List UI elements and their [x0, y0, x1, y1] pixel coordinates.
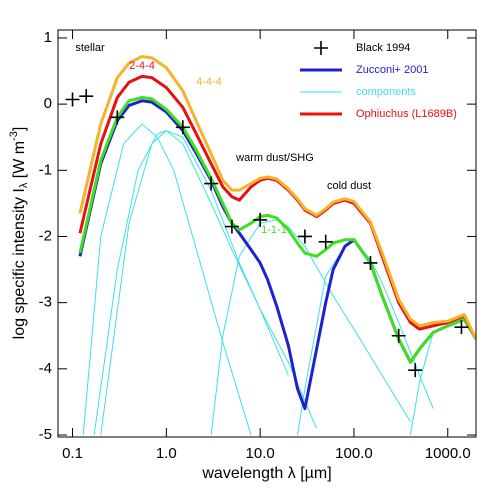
x-axis-title: wavelength λ [µm] [201, 465, 331, 482]
series-line [82, 123, 476, 436]
annotation: stellar [75, 42, 105, 54]
y-tick-label: 1 [44, 29, 52, 46]
x-tick-label: 0.1 [62, 445, 83, 462]
y-tick-label: -1 [39, 161, 52, 178]
data-point [363, 255, 378, 270]
x-tick-label: 1000.0 [425, 445, 471, 462]
y-title-sub: λ [18, 182, 30, 188]
x-tick-label: 10.0 [246, 445, 275, 462]
series-line [78, 99, 476, 411]
legend-label: Zucconi+ 2001 [356, 64, 428, 76]
legend-label: Ophiuchus (L1689B) [356, 108, 457, 120]
data-point [454, 320, 469, 335]
data-point [297, 229, 312, 244]
y-title-text: log specific intensity I [11, 188, 28, 339]
data-point [204, 176, 219, 191]
series-line [78, 96, 476, 364]
y-tick-label: 0 [44, 95, 52, 112]
plot-frame [57, 29, 477, 438]
y-title-unit: [W m [11, 141, 28, 183]
annotation: 2-4-4 [129, 60, 155, 72]
data-point [110, 110, 125, 125]
legend-marker [314, 41, 328, 55]
y-title-end: ] [11, 127, 28, 131]
y-tick-label: -3 [39, 294, 52, 311]
annotation: cold dust [327, 180, 371, 192]
y-axis-title: log specific intensity Iλ [W m-3] [8, 127, 30, 340]
data-point [79, 89, 94, 104]
annotation: 4-4-4 [196, 76, 222, 88]
annotation: warm dust/SHG [235, 152, 314, 164]
data-point [408, 363, 423, 378]
legend-label: components [356, 86, 416, 98]
data-point [391, 328, 406, 343]
x-tick-label: 1.0 [156, 445, 177, 462]
data-point [318, 234, 333, 249]
data-point [253, 212, 268, 227]
y-tick-label: -4 [39, 360, 52, 377]
plot-area [65, 54, 476, 436]
annotation: 1-1-1 [261, 224, 287, 236]
data-point [65, 92, 80, 107]
y-tick-label: -2 [39, 227, 52, 244]
series-line [78, 54, 476, 340]
x-tick-label: 100.0 [335, 445, 373, 462]
data-point [224, 219, 239, 234]
y-title-sup: -3 [8, 131, 20, 141]
data-point [175, 120, 190, 135]
legend-label: Black 1994 [356, 42, 410, 54]
y-tick-label: -5 [39, 426, 52, 443]
